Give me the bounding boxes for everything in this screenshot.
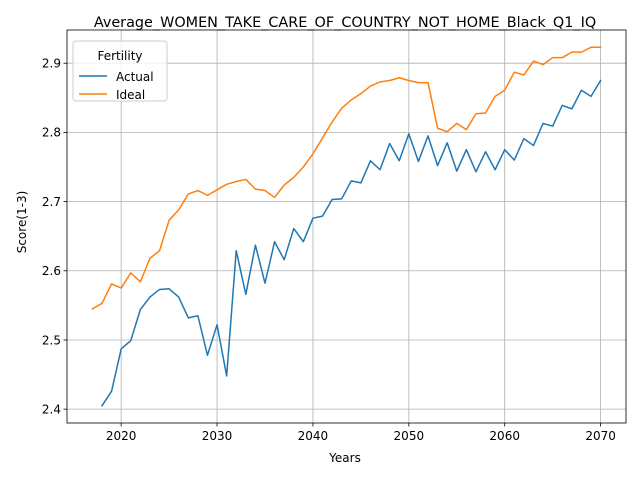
y-tick-label: 2.7 xyxy=(42,195,61,209)
y-tick-label: 2.8 xyxy=(42,126,61,140)
legend: Fertility Actual Ideal xyxy=(72,40,168,102)
series-line-ideal xyxy=(91,46,602,310)
x-tick-label: 2030 xyxy=(202,429,233,443)
chart-title: Average_WOMEN_TAKE_CARE_OF_COUNTRY_NOT_H… xyxy=(94,15,596,31)
x-axis-label: Years xyxy=(328,451,361,465)
y-tick-label: 2.5 xyxy=(42,333,61,347)
x-tick-label: 2040 xyxy=(298,429,329,443)
x-tick-label: 2070 xyxy=(585,429,616,443)
x-tick-label: 2060 xyxy=(489,429,520,443)
legend-entry-actual: Actual xyxy=(116,70,154,84)
x-axis: 2020 2030 2040 2050 2060 2070 xyxy=(106,423,616,443)
y-axis: 2.4 2.5 2.6 2.7 2.8 2.9 xyxy=(42,57,67,416)
series-group xyxy=(91,46,602,407)
y-tick-label: 2.4 xyxy=(42,402,61,416)
y-tick-label: 2.6 xyxy=(42,264,61,278)
plot-frame xyxy=(66,29,627,424)
x-tick-label: 2050 xyxy=(394,429,425,443)
x-tick-label: 2020 xyxy=(106,429,137,443)
legend-box xyxy=(72,40,168,102)
series-line-actual xyxy=(100,79,602,407)
legend-title: Fertility xyxy=(97,49,142,63)
y-axis-label: Score(1-3) xyxy=(15,191,29,254)
legend-entry-ideal: Ideal xyxy=(116,88,145,102)
grid xyxy=(67,30,626,423)
y-tick-label: 2.9 xyxy=(42,57,61,71)
